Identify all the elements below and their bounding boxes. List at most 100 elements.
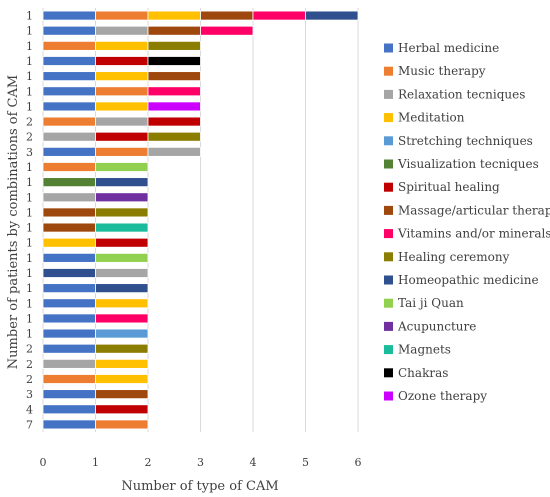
bar-segment-row9-relaxation-tecniques [42, 131, 96, 142]
legend-label-chakras: Chakras [398, 366, 448, 380]
bar-segment-row28-music-therapy [95, 419, 149, 430]
bar-segment-row27-spiritual-healing [95, 404, 149, 415]
legend-swatch-acupuncture [384, 321, 393, 331]
bar-segment-row7-meditation [95, 101, 149, 112]
bar-segment-row1-homeopathic-medicine [305, 10, 359, 21]
bar-segment-row26-massage-articular-therapy [95, 389, 149, 400]
bar-segment-row20-meditation [95, 298, 149, 309]
y-tick-label: 1 [26, 252, 33, 265]
bar-segment-row9-healing-ceremony [147, 131, 201, 142]
bar-segment-row23-healing-ceremony [95, 343, 149, 354]
legend-label-vitamins-and-or-minerals: Vitamins and/or minerals [397, 227, 550, 241]
bar-segment-row23-herbal-medicine [42, 343, 96, 354]
y-tick-label: 1 [26, 267, 33, 280]
y-tick-label: 1 [26, 282, 33, 295]
bar-segment-row9-spiritual-healing [95, 131, 149, 142]
y-tick-label: 7 [26, 418, 33, 431]
y-tick-label: 1 [26, 55, 33, 68]
bar-segment-row4-herbal-medicine [42, 56, 96, 66]
legend-label-homeopathic-medicine: Homeopathic medicine [398, 273, 539, 287]
legend-label-music-therapy: Music therapy [398, 64, 486, 78]
legend-label-ozone-therapy: Ozone therapy [398, 389, 487, 403]
bar-segment-row26-herbal-medicine [42, 389, 96, 400]
bar-segment-row1-massage-articular-therapy [200, 10, 254, 21]
legend-swatch-vitamins-and-or-minerals [384, 229, 393, 239]
bar-segment-row19-homeopathic-medicine [95, 283, 149, 294]
y-axis-label: Number of patients by combinations of CA… [6, 75, 21, 369]
bar-segment-row13-acupuncture [95, 192, 149, 203]
bar-segment-row5-herbal-medicine [42, 71, 96, 82]
x-tick-label: 0 [40, 456, 47, 469]
bar-segment-row14-massage-articular-therapy [42, 207, 96, 218]
bar-segment-row22-herbal-medicine [42, 328, 96, 339]
y-tick-label: 3 [26, 388, 33, 401]
legend-label-massage-articular-therapy: Massage/articular therapy [398, 203, 550, 217]
legend-label-meditation: Meditation [398, 111, 465, 125]
bar-segment-row21-herbal-medicine [42, 313, 96, 324]
bar-segment-row16-spiritual-healing [95, 237, 149, 248]
bar-segment-row10-relaxation-tecniques [147, 146, 201, 157]
bar-segment-row3-music-therapy [42, 40, 96, 51]
legend-swatch-massage-articular-therapy [384, 205, 393, 215]
bar-segment-row17-tai-ji-quan [95, 252, 149, 263]
bar-segment-row13-relaxation-tecniques [42, 192, 96, 203]
x-tick-label: 2 [145, 456, 152, 469]
bar-segment-row5-meditation [95, 71, 149, 82]
y-tick-label: 1 [26, 25, 33, 38]
y-tick-label: 2 [26, 131, 33, 144]
bar-segment-row6-music-therapy [95, 86, 149, 97]
bar-segment-row18-homeopathic-medicine [42, 268, 96, 278]
bar-segment-row11-music-therapy [42, 162, 96, 172]
legend-label-healing-ceremony: Healing ceremony [398, 250, 510, 264]
bar-segment-row28-herbal-medicine [42, 419, 96, 430]
bar-segment-row3-meditation [95, 40, 149, 51]
bar-segment-row14-healing-ceremony [95, 207, 149, 218]
bar-segment-row8-music-therapy [42, 116, 96, 127]
bar-segment-row6-vitamins-and-or-minerals [147, 86, 201, 97]
x-tick-label: 6 [355, 456, 362, 469]
y-tick-labels: 1 1 1 1 1 1 1 2 2 3 1 1 1 1 1 1 1 1 1 1 1 1 2 2 2 3 4 7 [26, 10, 33, 432]
bar-segment-row1-vitamins-and-or-minerals [252, 10, 306, 21]
bar-segment-row20-herbal-medicine [42, 298, 96, 309]
legend-label-spiritual-healing: Spiritual healing [398, 180, 500, 194]
bar-segment-row4-chakras [147, 56, 201, 66]
legend-swatch-stretching-techniques [384, 136, 393, 146]
bar-segment-row7-herbal-medicine [42, 101, 96, 112]
bar-segment-row15-magnets [95, 222, 149, 233]
bar-segment-row19-herbal-medicine [42, 283, 96, 294]
legend-swatch-tai-ji-quan [384, 298, 393, 308]
bar-segment-row12-homeopathic-medicine [95, 177, 149, 188]
bar-segment-row1-music-therapy [95, 10, 149, 21]
bar-segment-row22-stretching-techniques [95, 328, 149, 339]
legend-label-visualization-tecniques: Visualization tecniques [397, 157, 539, 171]
legend-swatch-homeopathic-medicine [384, 275, 393, 285]
bar-segment-row3-healing-ceremony [147, 40, 201, 51]
bar-segment-row24-meditation [95, 358, 149, 369]
legend-swatch-music-therapy [384, 66, 393, 76]
bar-segment-row5-massage-articular-therapy [147, 71, 201, 82]
y-tick-label: 1 [26, 312, 33, 325]
y-tick-label: 1 [26, 85, 33, 98]
legend: Herbal medicine Music therapy Relaxation t… [384, 41, 550, 403]
y-tick-label: 1 [26, 161, 33, 174]
y-tick-label: 1 [26, 191, 33, 204]
bar-segment-row8-spiritual-healing [147, 116, 201, 127]
y-tick-label: 1 [26, 297, 33, 310]
legend-label-relaxation-tecniques: Relaxation tecniques [398, 87, 525, 101]
bar-segment-row12-visualization-tecniques [42, 177, 96, 188]
legend-swatch-visualization-tecniques [384, 159, 393, 169]
bar-segment-row4-spiritual-healing [95, 56, 149, 66]
bar-segment-row15-massage-articular-therapy [42, 222, 96, 233]
y-tick-label: 1 [26, 40, 33, 53]
legend-swatch-herbal-medicine [384, 43, 393, 53]
y-tick-label: 1 [26, 176, 33, 189]
y-tick-label: 1 [26, 10, 33, 23]
legend-swatch-magnets [384, 345, 393, 355]
y-tick-label: 2 [26, 358, 33, 371]
bar-segment-row16-meditation [42, 237, 96, 248]
legend-swatch-ozone-therapy [384, 391, 393, 401]
bar-segment-row27-herbal-medicine [42, 404, 96, 415]
y-tick-label: 4 [26, 403, 33, 416]
y-tick-label: 2 [26, 116, 33, 129]
y-tick-label: 1 [26, 328, 33, 341]
